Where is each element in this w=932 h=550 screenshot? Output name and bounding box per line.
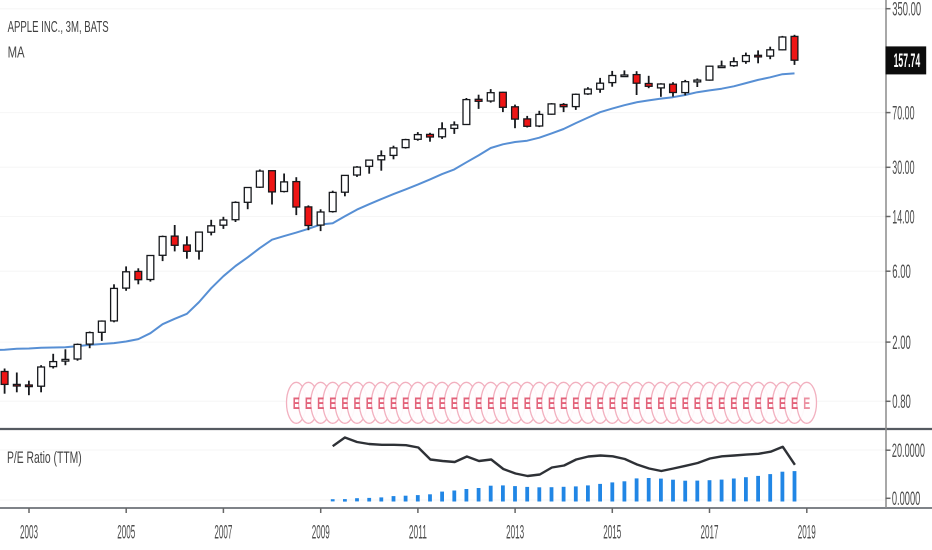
- svg-text:E: E: [329, 394, 336, 413]
- svg-text:E: E: [791, 394, 798, 413]
- svg-text:E: E: [572, 394, 579, 413]
- svg-text:0.0000: 0.0000: [892, 489, 920, 510]
- svg-text:350.00: 350.00: [892, 0, 921, 21]
- svg-text:E: E: [414, 394, 421, 413]
- svg-text:P/E Ratio (TTM): P/E Ratio (TTM): [7, 448, 82, 467]
- svg-text:E: E: [475, 394, 482, 413]
- svg-text:2013: 2013: [506, 523, 524, 544]
- svg-text:2003: 2003: [20, 523, 38, 544]
- svg-text:2.00: 2.00: [892, 333, 911, 354]
- svg-text:E: E: [560, 394, 567, 413]
- svg-text:14.00: 14.00: [892, 207, 914, 228]
- svg-text:2009: 2009: [312, 523, 330, 544]
- svg-text:2019: 2019: [798, 523, 816, 544]
- svg-text:E: E: [402, 394, 409, 413]
- svg-text:E: E: [317, 394, 324, 413]
- svg-text:6.00: 6.00: [892, 262, 911, 283]
- svg-text:E: E: [718, 394, 725, 413]
- svg-text:E: E: [512, 394, 519, 413]
- svg-text:E: E: [755, 394, 762, 413]
- svg-text:2011: 2011: [409, 523, 427, 544]
- svg-text:APPLE INC., 3M, BATS: APPLE INC., 3M, BATS: [8, 19, 109, 36]
- svg-text:0.80: 0.80: [892, 392, 911, 413]
- svg-text:E: E: [548, 394, 555, 413]
- svg-text:E: E: [706, 394, 713, 413]
- svg-text:E: E: [463, 394, 470, 413]
- svg-text:MA: MA: [8, 45, 26, 62]
- svg-text:30.00: 30.00: [892, 158, 914, 179]
- svg-text:E: E: [378, 394, 385, 413]
- svg-text:2015: 2015: [603, 523, 621, 544]
- svg-text:E: E: [390, 394, 397, 413]
- svg-text:E: E: [621, 394, 628, 413]
- svg-text:E: E: [305, 394, 312, 413]
- svg-text:E: E: [645, 394, 652, 413]
- svg-text:E: E: [341, 394, 348, 413]
- svg-text:E: E: [293, 394, 300, 413]
- svg-text:E: E: [633, 394, 640, 413]
- svg-text:E: E: [524, 394, 531, 413]
- svg-text:E: E: [682, 394, 689, 413]
- svg-text:2005: 2005: [117, 523, 135, 544]
- svg-text:E: E: [803, 394, 810, 413]
- svg-text:E: E: [657, 394, 664, 413]
- svg-text:2007: 2007: [214, 523, 232, 544]
- svg-text:E: E: [499, 394, 506, 413]
- svg-text:E: E: [366, 394, 373, 413]
- svg-text:E: E: [779, 394, 786, 413]
- svg-text:E: E: [451, 394, 458, 413]
- svg-text:E: E: [354, 394, 361, 413]
- svg-text:E: E: [767, 394, 774, 413]
- svg-text:E: E: [597, 394, 604, 413]
- svg-text:E: E: [536, 394, 543, 413]
- svg-text:E: E: [609, 394, 616, 413]
- svg-text:E: E: [730, 394, 737, 413]
- svg-text:2017: 2017: [701, 523, 719, 544]
- svg-text:E: E: [742, 394, 749, 413]
- svg-text:E: E: [694, 394, 701, 413]
- svg-text:E: E: [427, 394, 434, 413]
- svg-text:20.0000: 20.0000: [892, 441, 925, 462]
- svg-text:E: E: [487, 394, 494, 413]
- svg-text:E: E: [439, 394, 446, 413]
- svg-text:70.00: 70.00: [892, 103, 914, 124]
- svg-text:E: E: [584, 394, 591, 413]
- svg-text:E: E: [670, 394, 677, 413]
- svg-text:157.74: 157.74: [894, 51, 921, 72]
